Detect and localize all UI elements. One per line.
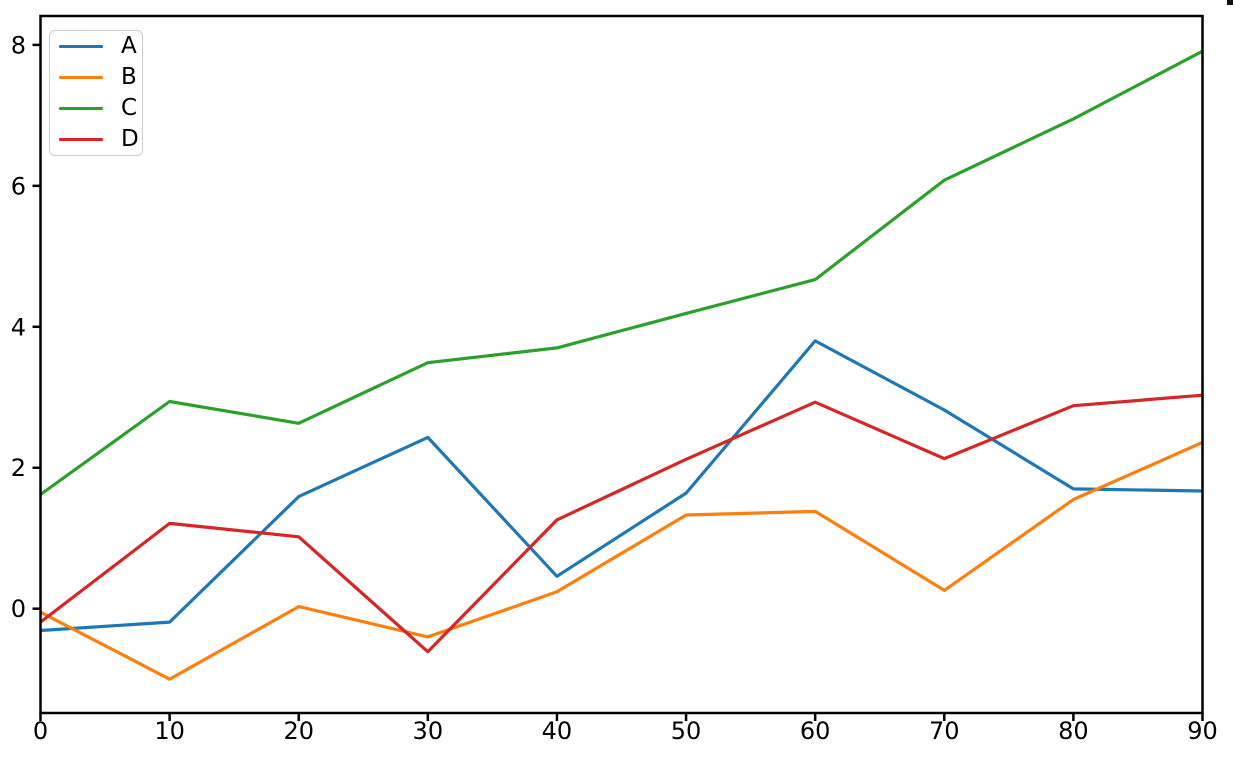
x-axis-tick-label: 80 — [1058, 717, 1089, 745]
legend-line-swatch — [59, 137, 103, 142]
y-axis-tick-label: 8 — [11, 31, 26, 59]
x-axis-tick-label: 0 — [33, 717, 48, 745]
legend-entry-d: D — [50, 124, 142, 155]
legend-entry-b: B — [50, 62, 142, 93]
legend-label: C — [121, 95, 138, 121]
plot-area — [40, 16, 1203, 713]
x-axis-tick-label: 90 — [1187, 717, 1218, 745]
x-axis-tick-label: 60 — [800, 717, 831, 745]
axes-spines — [39, 14, 1204, 715]
y-axis-tick-label: 6 — [11, 172, 26, 200]
legend-line-swatch — [59, 44, 103, 49]
legend-label: A — [121, 33, 137, 59]
legend-entry-a: A — [50, 31, 142, 62]
legend-label: D — [121, 126, 139, 152]
x-axis-tick-label: 20 — [283, 717, 314, 745]
legend-label: B — [121, 64, 137, 90]
series-line-c — [39, 49, 1204, 496]
x-axis-tick-label: 50 — [671, 717, 702, 745]
x-axis-tick-label: 10 — [154, 717, 185, 745]
legend-line-swatch — [59, 75, 103, 80]
x-axis-tick-label: 70 — [929, 717, 960, 745]
x-axis-tick-label: 30 — [413, 717, 444, 745]
legend-line-swatch — [59, 106, 103, 111]
series-line-a — [40, 339, 1203, 633]
y-axis-tick-label: 2 — [11, 454, 26, 482]
series-line-b — [39, 440, 1204, 681]
y-axis-tick-label: 0 — [11, 595, 26, 623]
screen-artifact — [1227, 0, 1233, 5]
x-axis-tick-label: 40 — [542, 717, 573, 745]
legend-entry-c: C — [50, 93, 142, 124]
series-line-d — [39, 393, 1203, 654]
y-axis-tick-label: 4 — [11, 313, 26, 341]
